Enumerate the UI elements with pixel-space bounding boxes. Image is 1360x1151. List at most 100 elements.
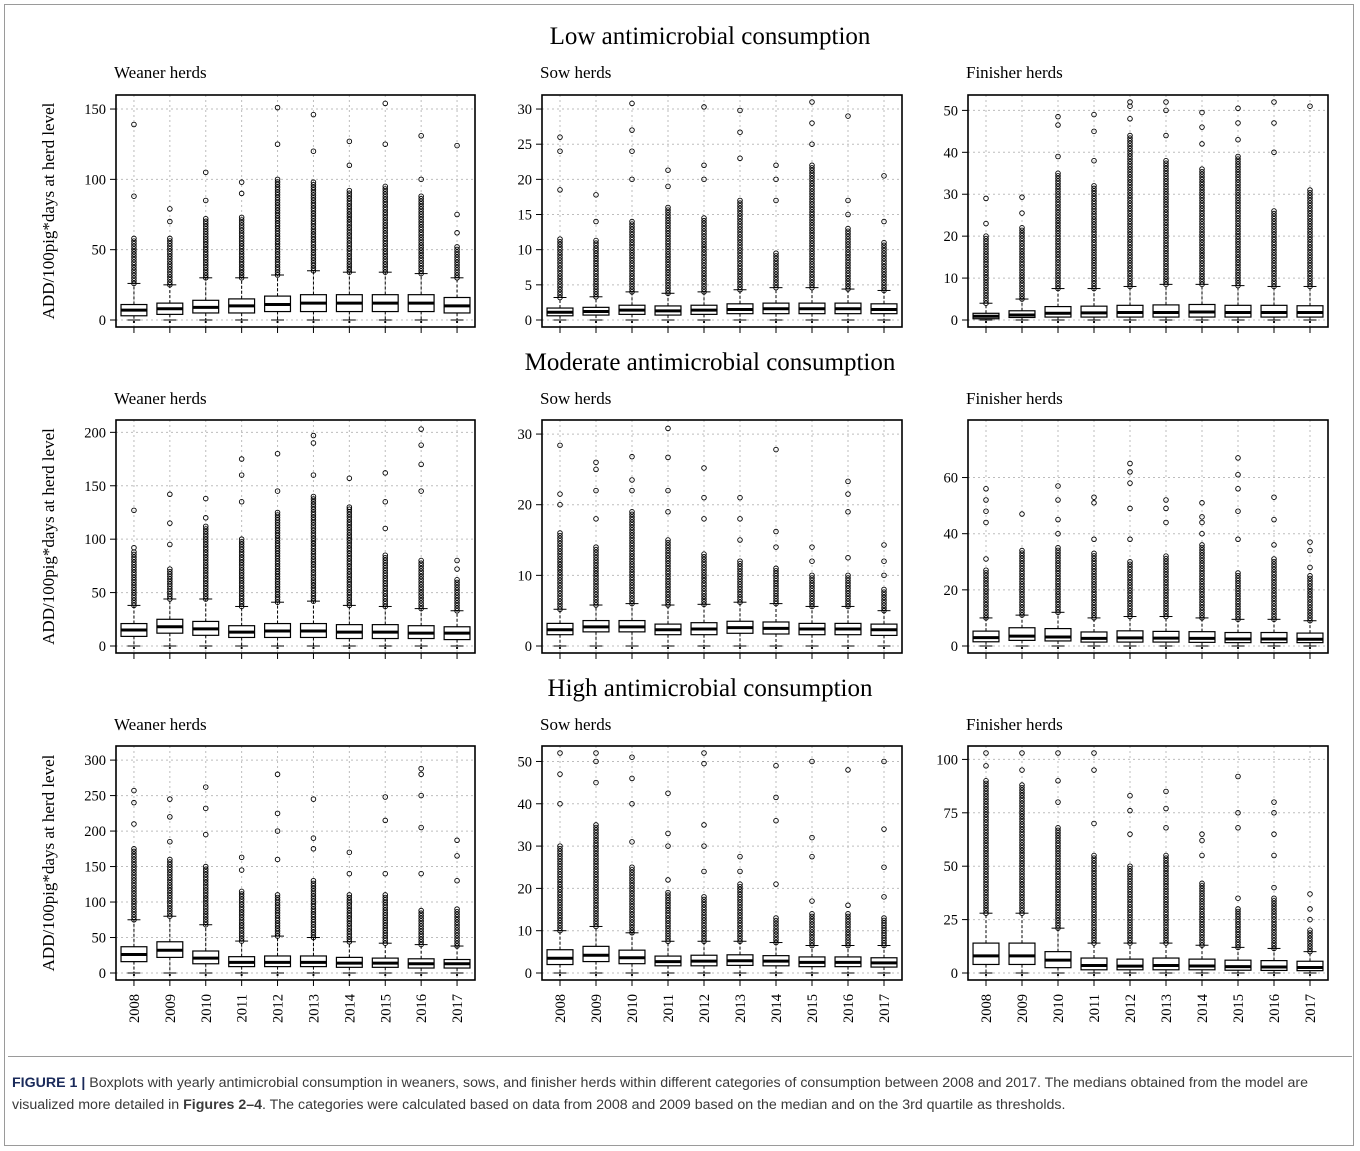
outlier-point bbox=[346, 548, 353, 554]
outlier-point bbox=[1163, 240, 1169, 246]
outlier-point bbox=[274, 553, 281, 559]
outlier-point bbox=[167, 269, 173, 275]
outlier-point bbox=[665, 233, 671, 239]
outlier-point bbox=[1163, 183, 1169, 190]
outlier-point bbox=[1127, 174, 1133, 180]
outlier-point bbox=[629, 561, 635, 568]
outlier-point bbox=[382, 222, 389, 229]
outlier-point bbox=[1199, 231, 1205, 238]
outlier-point bbox=[593, 549, 599, 556]
outlier-point bbox=[845, 509, 851, 515]
outlier-point bbox=[310, 551, 317, 557]
outlier-point bbox=[701, 564, 707, 571]
outlier-point bbox=[665, 209, 671, 216]
outlier-point bbox=[454, 597, 460, 604]
outlier-point bbox=[665, 277, 671, 284]
outlier-point bbox=[557, 540, 563, 547]
outlier-point bbox=[665, 167, 671, 173]
outlier-point bbox=[1127, 229, 1133, 235]
outlier-point bbox=[593, 248, 599, 254]
outlier-point bbox=[274, 197, 281, 203]
outlier-point bbox=[629, 268, 635, 274]
outlier-point bbox=[809, 180, 815, 187]
outlier-point bbox=[1307, 247, 1313, 253]
box-2010 bbox=[1044, 113, 1072, 324]
outlier-point bbox=[809, 120, 815, 126]
outlier-point bbox=[1163, 255, 1169, 262]
zero-point bbox=[132, 646, 136, 650]
outlier-point bbox=[346, 264, 353, 270]
outlier-point bbox=[310, 532, 317, 539]
outlier-point bbox=[1019, 225, 1025, 231]
outlier-point bbox=[238, 246, 245, 252]
outlier-point bbox=[1091, 201, 1097, 207]
outlier-point bbox=[701, 465, 707, 471]
outlier-point bbox=[809, 201, 815, 208]
outlier-point bbox=[809, 170, 815, 176]
outlier-point bbox=[1055, 565, 1061, 572]
x-tick-label: 2011 bbox=[1087, 994, 1103, 1022]
outlier-point bbox=[809, 266, 815, 273]
outlier-point bbox=[238, 230, 245, 236]
y-tick-label: 50 bbox=[92, 586, 107, 602]
outlier-point bbox=[701, 176, 707, 183]
zero-point bbox=[738, 973, 742, 977]
outlier-point bbox=[1271, 210, 1277, 217]
outlier-point bbox=[274, 210, 281, 216]
outlier-point bbox=[1127, 179, 1133, 186]
outlier-point bbox=[238, 235, 245, 242]
zero-point bbox=[1308, 320, 1312, 324]
outlier-point bbox=[665, 215, 671, 221]
outlier-point bbox=[1199, 247, 1205, 254]
x-tick-label: 2015 bbox=[378, 994, 394, 1023]
outlier-point bbox=[1091, 249, 1097, 256]
outlier-point bbox=[202, 244, 209, 250]
outlier-point bbox=[665, 282, 671, 289]
outlier-point bbox=[665, 573, 671, 580]
outlier-point bbox=[310, 257, 317, 264]
box-2016 bbox=[834, 113, 862, 324]
outlier-point bbox=[737, 576, 743, 582]
outlier-point bbox=[845, 249, 851, 255]
outlier-point bbox=[809, 271, 815, 278]
outlier-point bbox=[845, 252, 851, 258]
outlier-point bbox=[310, 517, 317, 523]
outlier-point bbox=[881, 592, 887, 598]
outlier-point bbox=[809, 206, 815, 213]
box-2015 bbox=[371, 100, 399, 324]
outlier-point bbox=[881, 277, 887, 283]
zero-point bbox=[1308, 973, 1312, 977]
outlier-point bbox=[310, 218, 317, 225]
outlier-point bbox=[1199, 226, 1205, 233]
zero-point bbox=[846, 646, 850, 650]
outlier-point bbox=[382, 199, 389, 205]
outlier-point bbox=[1199, 141, 1205, 147]
outlier-point bbox=[310, 569, 317, 576]
outlier-point bbox=[983, 251, 989, 257]
outlier-point bbox=[1307, 275, 1313, 282]
outlier-point bbox=[1019, 227, 1025, 234]
outlier-point bbox=[1091, 262, 1097, 269]
outlier-point bbox=[557, 553, 563, 560]
zero-point bbox=[132, 320, 136, 324]
outlier-point bbox=[1235, 202, 1241, 209]
outlier-point bbox=[1055, 178, 1061, 184]
outlier-point bbox=[418, 592, 424, 599]
outlier-point bbox=[1199, 124, 1205, 130]
zero-point bbox=[702, 646, 706, 650]
zero-point bbox=[594, 320, 598, 324]
outlier-point bbox=[1055, 604, 1061, 610]
zero-point bbox=[1164, 973, 1168, 977]
outlier-point bbox=[593, 271, 599, 277]
outlier-point bbox=[1055, 207, 1061, 213]
outlier-point bbox=[131, 554, 137, 560]
outlier-point bbox=[983, 259, 989, 265]
outlier-point bbox=[593, 268, 599, 274]
outlier-point bbox=[1127, 148, 1133, 154]
outlier-point bbox=[1235, 158, 1241, 165]
outlier-point bbox=[382, 243, 389, 249]
outlier-point bbox=[1091, 224, 1097, 230]
box-2008 bbox=[972, 750, 1000, 977]
